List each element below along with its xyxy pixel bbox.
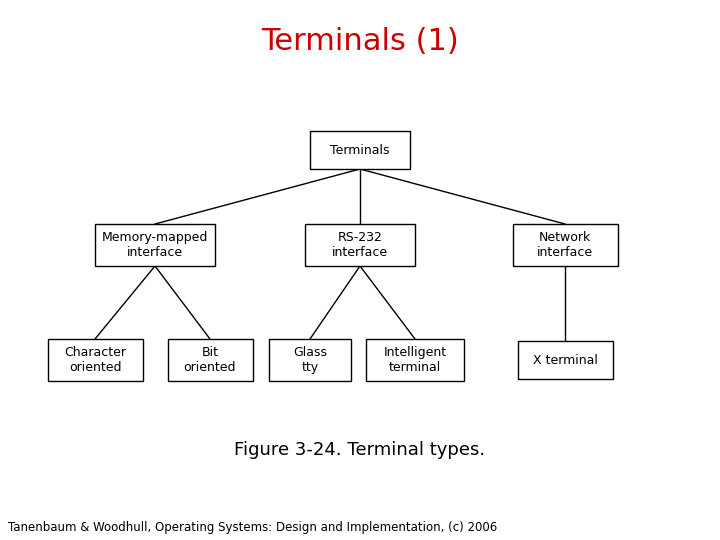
Text: Bit
oriented: Bit oriented: [184, 346, 236, 374]
FancyBboxPatch shape: [48, 339, 143, 381]
FancyBboxPatch shape: [310, 131, 410, 169]
Text: Memory-mapped
interface: Memory-mapped interface: [102, 231, 208, 259]
Text: X terminal: X terminal: [533, 354, 598, 367]
Text: RS-232
interface: RS-232 interface: [332, 231, 388, 259]
Text: Network
interface: Network interface: [537, 231, 593, 259]
FancyBboxPatch shape: [513, 224, 618, 266]
FancyBboxPatch shape: [305, 224, 415, 266]
Text: Terminals: Terminals: [330, 144, 390, 157]
Text: Intelligent
terminal: Intelligent terminal: [384, 346, 446, 374]
Text: Glass
tty: Glass tty: [293, 346, 327, 374]
Text: Figure 3-24. Terminal types.: Figure 3-24. Terminal types.: [235, 441, 485, 459]
FancyBboxPatch shape: [366, 339, 464, 381]
FancyBboxPatch shape: [168, 339, 253, 381]
Text: Tanenbaum & Woodhull, Operating Systems: Design and Implementation, (c) 2006: Tanenbaum & Woodhull, Operating Systems:…: [8, 522, 498, 535]
Text: Character
oriented: Character oriented: [64, 346, 126, 374]
Text: Terminals (1): Terminals (1): [261, 28, 459, 57]
FancyBboxPatch shape: [95, 224, 215, 266]
FancyBboxPatch shape: [518, 341, 613, 379]
FancyBboxPatch shape: [269, 339, 351, 381]
